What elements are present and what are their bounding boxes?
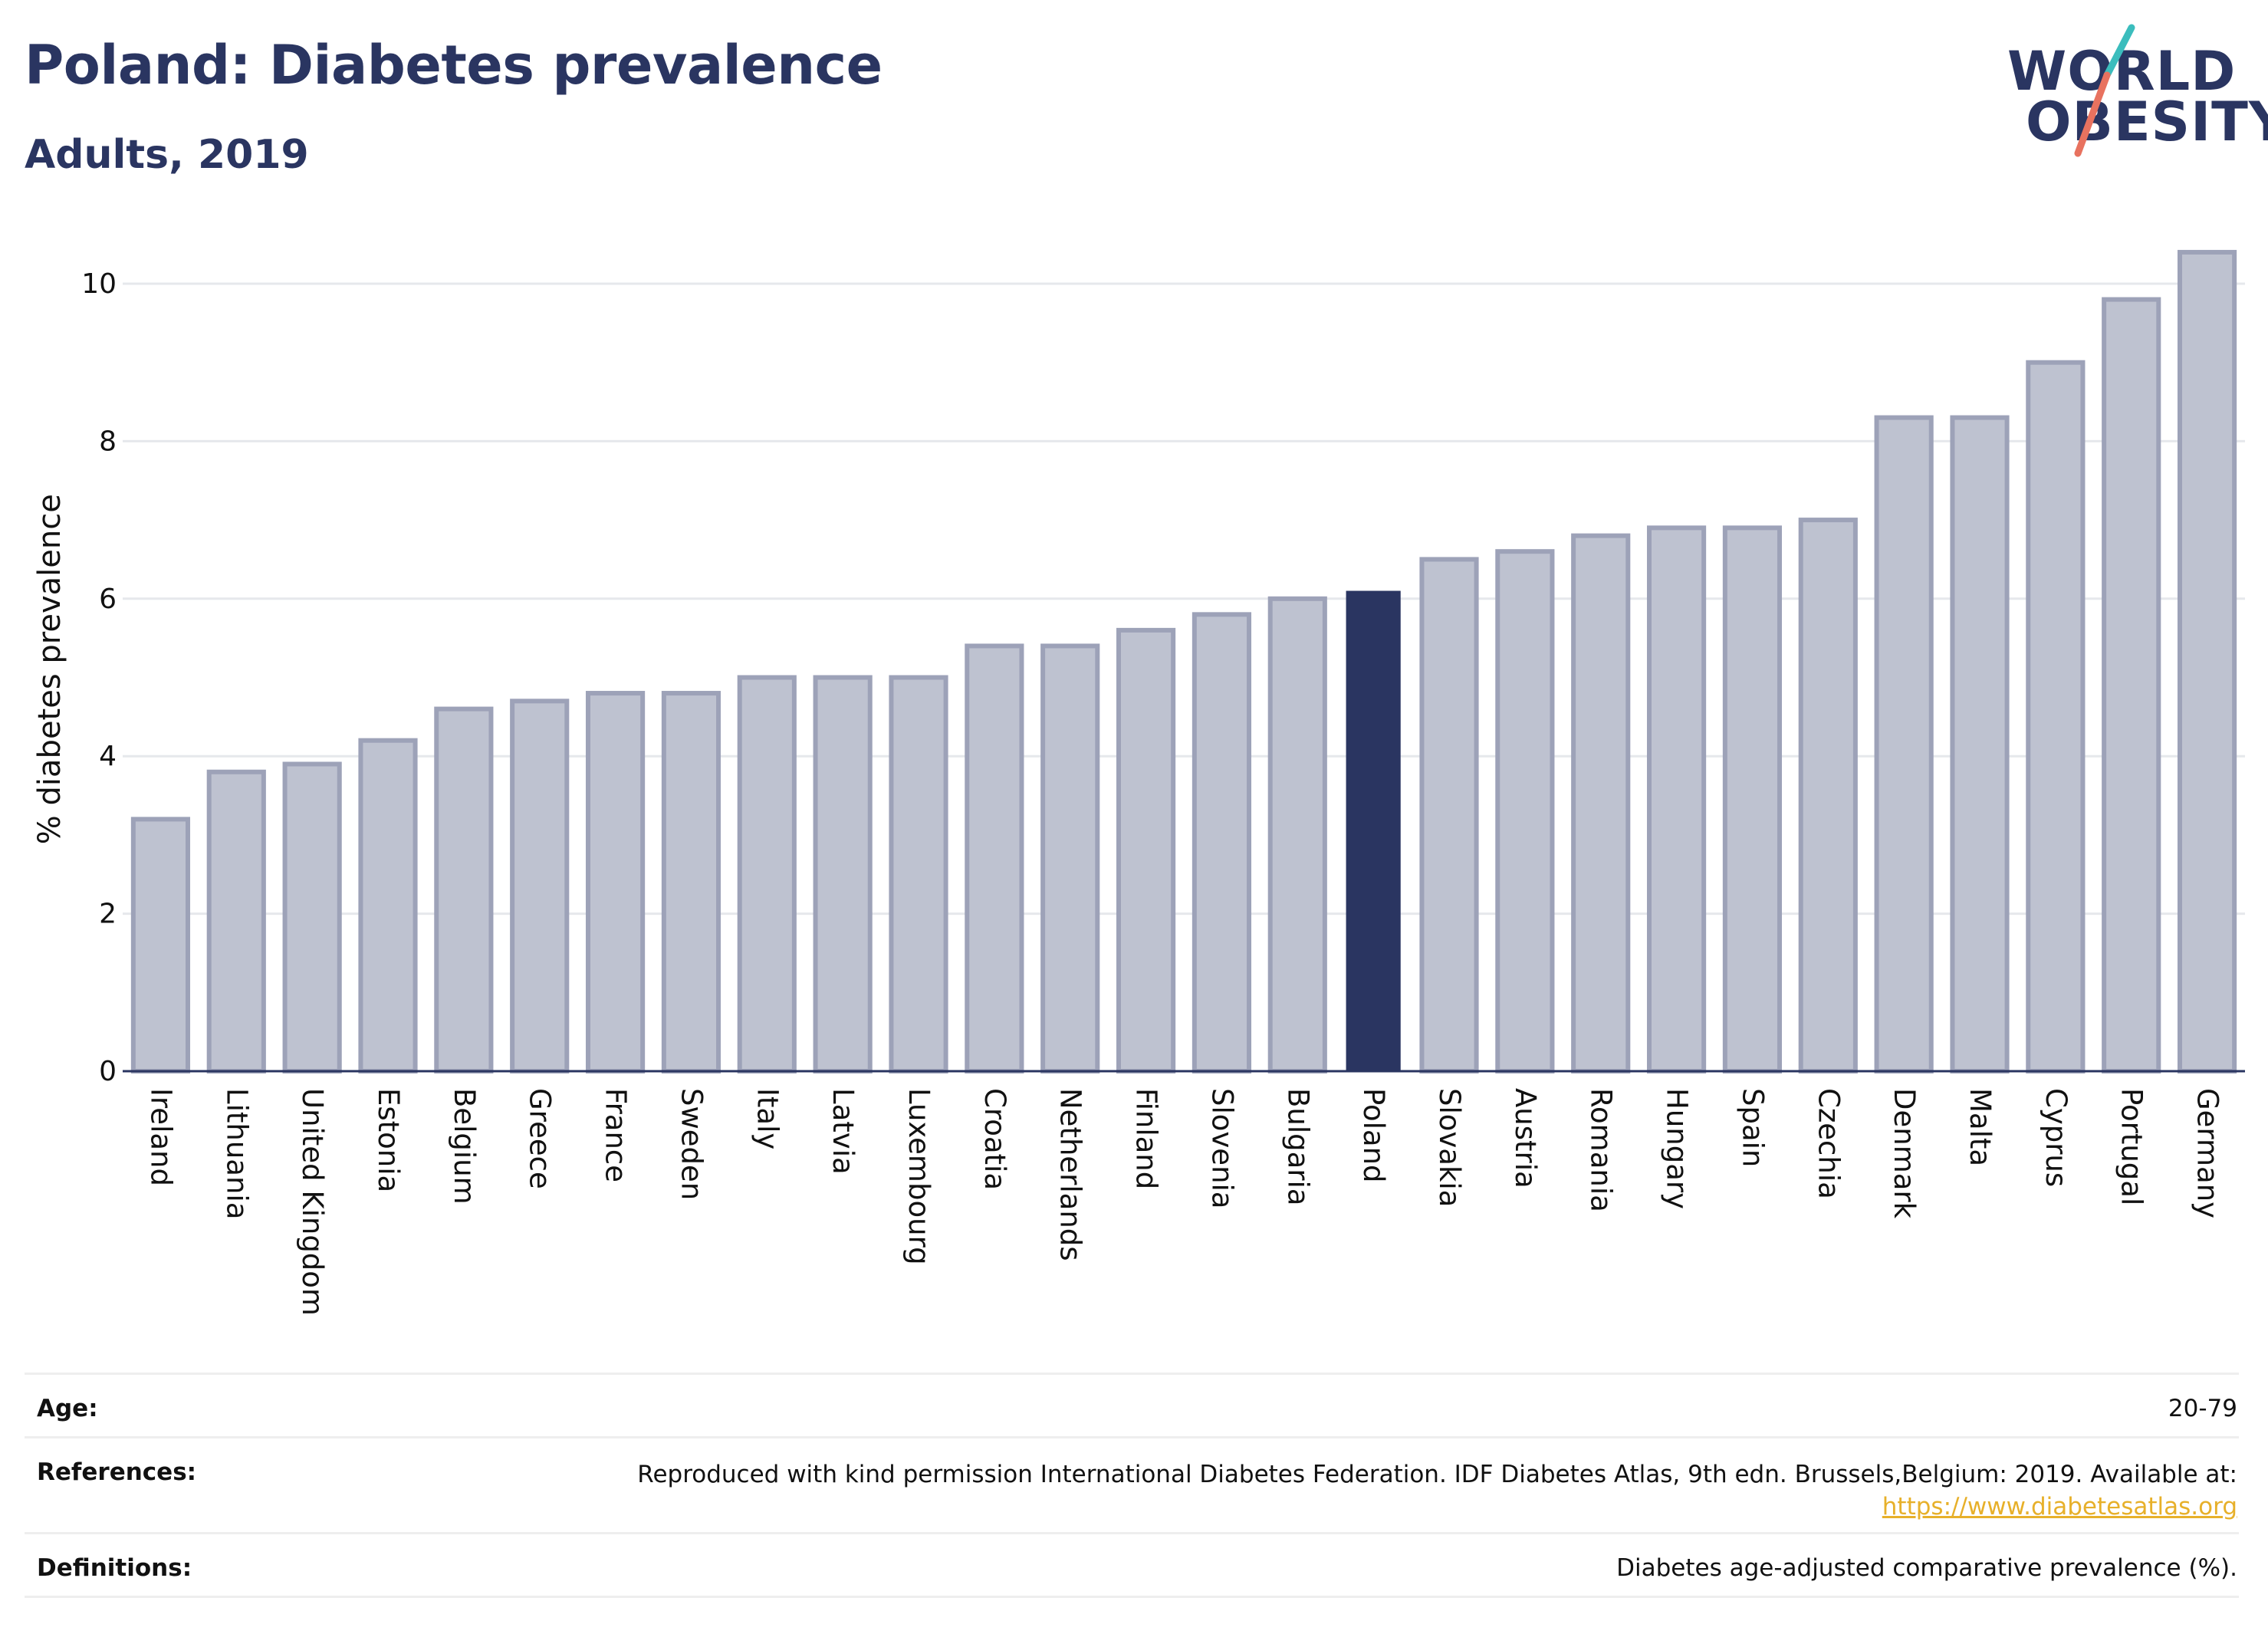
- x-tick-label-finland: Finland: [1130, 1088, 1163, 1189]
- x-tick-label-luxembourg: Luxembourg: [902, 1088, 935, 1265]
- x-tick-label-sweden: Sweden: [675, 1088, 708, 1200]
- info-table: Age: 20-79 References: Reproduced with k…: [25, 1373, 2239, 1598]
- x-tick-label-croatia: Croatia: [978, 1088, 1011, 1190]
- bar-chart: 0 2 4 6 8 10 % diabetes prevalence Ireland Lithu…: [32, 249, 2245, 1316]
- references-link[interactable]: https://www.diabetesatlas.org: [1882, 1493, 2237, 1521]
- bar-malta: [1950, 415, 2010, 1073]
- y-tick-label-10: 10: [81, 268, 117, 300]
- definitions-label: Definitions:: [37, 1554, 192, 1582]
- bar-estonia: [358, 738, 418, 1073]
- y-tick-label-6: 6: [99, 584, 117, 615]
- x-tick-label-malta: Malta: [1964, 1088, 1997, 1166]
- bar-finland: [1116, 627, 1176, 1073]
- references-label: References:: [37, 1458, 197, 1486]
- x-tick-label-portugal: Portugal: [2115, 1088, 2148, 1205]
- x-tick-label-hungary: Hungary: [1661, 1088, 1694, 1209]
- bar-czechia: [1798, 518, 1858, 1074]
- x-tick-label-ireland: Ireland: [144, 1088, 177, 1186]
- bar-lithuania: [206, 769, 266, 1073]
- x-tick-label-italy: Italy: [751, 1088, 784, 1149]
- x-tick-label-slovakia: Slovakia: [1433, 1088, 1466, 1207]
- x-tick-label-poland: Poland: [1357, 1088, 1390, 1183]
- x-tick-label-denmark: Denmark: [1888, 1088, 1921, 1219]
- y-tick-label-0: 0: [99, 1056, 117, 1087]
- references-text: Reproduced with kind permission Internat…: [637, 1461, 2237, 1488]
- bar-cyprus: [2026, 360, 2086, 1073]
- x-tick-label-belgium: Belgium: [448, 1088, 481, 1205]
- info-row-age: Age: 20-79: [25, 1373, 2239, 1436]
- bar-denmark: [1874, 415, 1934, 1073]
- bar-netherlands: [1040, 643, 1100, 1073]
- bar-belgium: [434, 706, 494, 1074]
- age-label: Age:: [37, 1395, 98, 1422]
- x-tick-label-lithuania: Lithuania: [220, 1088, 253, 1219]
- bar-romania: [1571, 533, 1631, 1073]
- bar-slovakia: [1419, 557, 1479, 1073]
- bar-luxembourg: [889, 675, 948, 1073]
- bar-bulgaria: [1267, 596, 1327, 1073]
- bar-latvia: [813, 675, 873, 1073]
- x-tick-label-latvia: Latvia: [827, 1088, 860, 1175]
- x-tick-label-estonia: Estonia: [372, 1088, 405, 1192]
- y-tick-label-4: 4: [99, 741, 117, 772]
- x-tick-label-bulgaria: Bulgaria: [1281, 1088, 1314, 1205]
- bar-austria: [1495, 549, 1555, 1073]
- bar-spain: [1722, 525, 1783, 1073]
- x-tick-label-romania: Romania: [1585, 1088, 1618, 1212]
- logo-text-obesity: OBESITY: [2026, 90, 2268, 153]
- page-subtitle: Adults, 2019: [25, 132, 309, 178]
- info-row-definitions: Definitions: Diabetes age-adjusted compa…: [25, 1532, 2239, 1598]
- bar-italy: [737, 675, 797, 1073]
- x-tick-label-slovenia: Slovenia: [1205, 1088, 1238, 1208]
- info-row-references: References: Reproduced with kind permiss…: [25, 1436, 2239, 1532]
- page-title: Poland: Diabetes prevalence: [25, 34, 883, 97]
- bar-sweden: [661, 691, 721, 1073]
- bar-united-kingdom: [282, 761, 342, 1073]
- logo-slash-icon: [2074, 24, 2135, 157]
- bar-greece: [510, 699, 570, 1073]
- definitions-value: Diabetes age-adjusted comparative preval…: [1616, 1554, 2237, 1582]
- x-tick-label-cyprus: Cyprus: [2040, 1088, 2072, 1187]
- x-tick-label-united-kingdom: United Kingdom: [296, 1088, 329, 1316]
- x-tick-label-czechia: Czechia: [1812, 1088, 1845, 1199]
- x-tick-label-austria: Austria: [1509, 1088, 1542, 1189]
- bar-ireland: [130, 817, 191, 1073]
- x-tick-label-germany: Germany: [2191, 1088, 2224, 1218]
- y-axis-label: % diabetes prevalence: [32, 494, 67, 844]
- bar-hungary: [1646, 525, 1707, 1073]
- bar-france: [585, 691, 646, 1073]
- bar-slovenia: [1192, 612, 1252, 1073]
- bar-poland: [1346, 590, 1401, 1071]
- x-tick-label-netherlands: Netherlands: [1054, 1088, 1087, 1261]
- x-tick-label-spain: Spain: [1736, 1088, 1769, 1167]
- world-obesity-logo: WORLD OBESITY: [1994, 23, 2268, 169]
- bar-portugal: [2102, 297, 2161, 1074]
- x-tick-label-france: France: [600, 1088, 633, 1182]
- bar-croatia: [965, 643, 1024, 1073]
- y-tick-label-8: 8: [99, 426, 117, 457]
- y-tick-label-2: 2: [99, 899, 117, 930]
- x-tick-label-greece: Greece: [524, 1088, 557, 1189]
- bar-germany: [2177, 249, 2237, 1073]
- age-value: 20-79: [2168, 1395, 2237, 1422]
